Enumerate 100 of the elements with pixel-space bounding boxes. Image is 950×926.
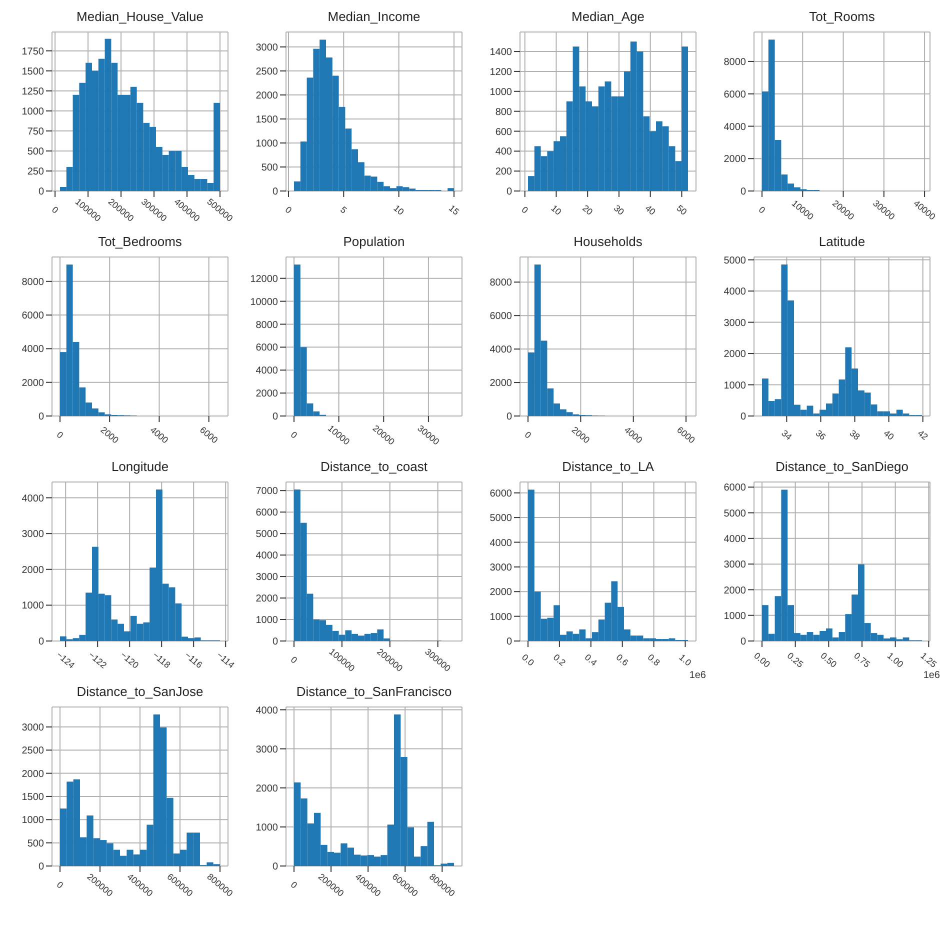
y-tick-label: 6000 (256, 342, 278, 354)
x-tick-label: 0 (520, 204, 530, 216)
y-tick-label: 4000 (724, 286, 746, 298)
x-tick-label: 0 (54, 430, 66, 440)
y-tick-label: 0 (506, 636, 512, 648)
x-tick-label: 20 (580, 202, 595, 218)
x-tick-label: 0 (288, 430, 300, 440)
chart-title: Median_House_Value (76, 8, 204, 26)
y-tick-label: 0 (506, 412, 512, 423)
chart-title: Longitude (110, 458, 170, 476)
y-tick-label: 0 (38, 636, 44, 648)
y-tick-label: 2000 (22, 564, 44, 576)
x-tick-label: 0.8 (646, 652, 662, 668)
x-tick-label: 0.00 (752, 650, 772, 670)
y-tick-label: 7000 (256, 486, 278, 498)
x-tick-label: 40 (882, 428, 896, 442)
y-tick-label: 1400 (490, 47, 512, 58)
y-tick-label: 5000 (490, 513, 512, 524)
y-tick-label: 3000 (22, 722, 44, 734)
y-tick-label: 1000 (490, 612, 512, 623)
x-tick-label: 0.50 (818, 650, 839, 670)
y-tick-label: 200 (495, 166, 512, 178)
y-tick-label: 0 (272, 862, 278, 873)
x-tick-label: 1.25 (918, 650, 939, 670)
y-tick-label: 1000 (256, 138, 278, 150)
x-tick-label: −124 (54, 650, 77, 670)
chart-title: Distance_to_LA (561, 458, 655, 476)
y-tick-label: 8000 (724, 57, 746, 68)
y-tick-label: 4000 (490, 344, 512, 356)
y-tick-label: 500 (27, 838, 44, 850)
chart-title: Tot_Rooms (808, 8, 876, 26)
x-tick-label: 0 (522, 430, 534, 440)
y-tick-label: 0 (38, 862, 44, 873)
y-tick-label: 500 (261, 162, 278, 174)
x-tick-label: 0 (288, 654, 300, 666)
y-tick-label: 6000 (724, 89, 746, 100)
text: 1e6 (689, 670, 706, 681)
y-tick-label: 4000 (22, 344, 44, 356)
y-tick-label: 1750 (22, 46, 44, 58)
y-tick-label: 4000 (256, 366, 278, 377)
y-tick-label: 2000 (256, 90, 278, 102)
y-tick-label: 8000 (490, 278, 512, 289)
y-tick-label: 0 (740, 636, 746, 648)
chart-title: Median_Age (570, 8, 646, 26)
x-tick-label: 4000 (622, 424, 644, 446)
y-tick-label: 0 (740, 186, 746, 198)
y-tick-label: 2000 (256, 783, 278, 794)
y-tick-label: 1000 (256, 822, 278, 834)
x-tick-label: 36 (814, 428, 828, 442)
y-tick-label: 4000 (724, 534, 746, 545)
y-tick-label: 250 (27, 166, 44, 178)
y-tick-label: 4000 (490, 538, 512, 549)
y-tick-label: 0 (272, 412, 278, 423)
chart-title: Tot_Bedrooms (97, 233, 183, 251)
y-tick-label: 4000 (256, 550, 278, 562)
y-tick-label: 2000 (256, 594, 278, 605)
y-tick-label: 6000 (22, 310, 44, 322)
x-tick-label: 0 (756, 204, 768, 216)
x-tick-label: −116 (182, 650, 204, 670)
y-tick-label: 600 (495, 126, 512, 138)
y-tick-label: 2000 (724, 349, 746, 360)
x-tick-label: 0.4 (582, 652, 599, 668)
y-tick-label: 12000 (250, 274, 278, 285)
x-tick-label: 40 (643, 202, 658, 218)
x-tick-label: 0 (54, 880, 66, 890)
x-tick-label: −114 (214, 650, 236, 670)
y-tick-label: 5000 (724, 255, 746, 266)
y-tick-label: 2000 (490, 378, 512, 390)
chart-title: Latitude (818, 233, 866, 251)
y-tick-label: 6000 (256, 508, 278, 519)
y-tick-label: 2000 (724, 585, 746, 596)
y-tick-label: 1500 (22, 792, 44, 804)
y-tick-label: 2500 (22, 746, 44, 757)
y-tick-label: 0 (506, 186, 512, 198)
chart-title: Distance_to_SanDiego (774, 458, 910, 476)
text: 1e6 (923, 670, 940, 681)
x-tick-label: −122 (86, 650, 109, 670)
y-tick-label: 6000 (724, 482, 746, 494)
x-tick-label: 10 (392, 202, 406, 218)
chart-title: Population (342, 233, 406, 251)
y-tick-label: 1000 (22, 600, 44, 612)
x-tick-label: −118 (150, 650, 172, 670)
chart-title: Distance_to_SanFrancisco (295, 683, 453, 701)
y-tick-label: 0 (38, 412, 44, 423)
y-tick-label: 3000 (256, 42, 278, 54)
y-tick-label: 1500 (256, 114, 278, 126)
y-tick-label: 3000 (256, 744, 278, 756)
x-tick-label: 10 (549, 202, 564, 218)
x-tick-label: 30 (612, 202, 626, 218)
chart-title: Median_Income (326, 8, 422, 26)
chart-title: Distance_to_SanJose (76, 683, 204, 701)
y-tick-label: 4000 (256, 705, 278, 716)
y-tick-label: 3000 (724, 560, 746, 571)
y-tick-label: 1000 (22, 106, 44, 118)
y-tick-label: 6000 (490, 488, 512, 500)
x-tick-label: 4000 (148, 424, 170, 446)
y-tick-label: 0 (272, 636, 278, 648)
y-tick-label: 2000 (22, 378, 44, 389)
x-tick-label: −120 (118, 650, 141, 670)
y-tick-label: 0 (740, 412, 746, 423)
